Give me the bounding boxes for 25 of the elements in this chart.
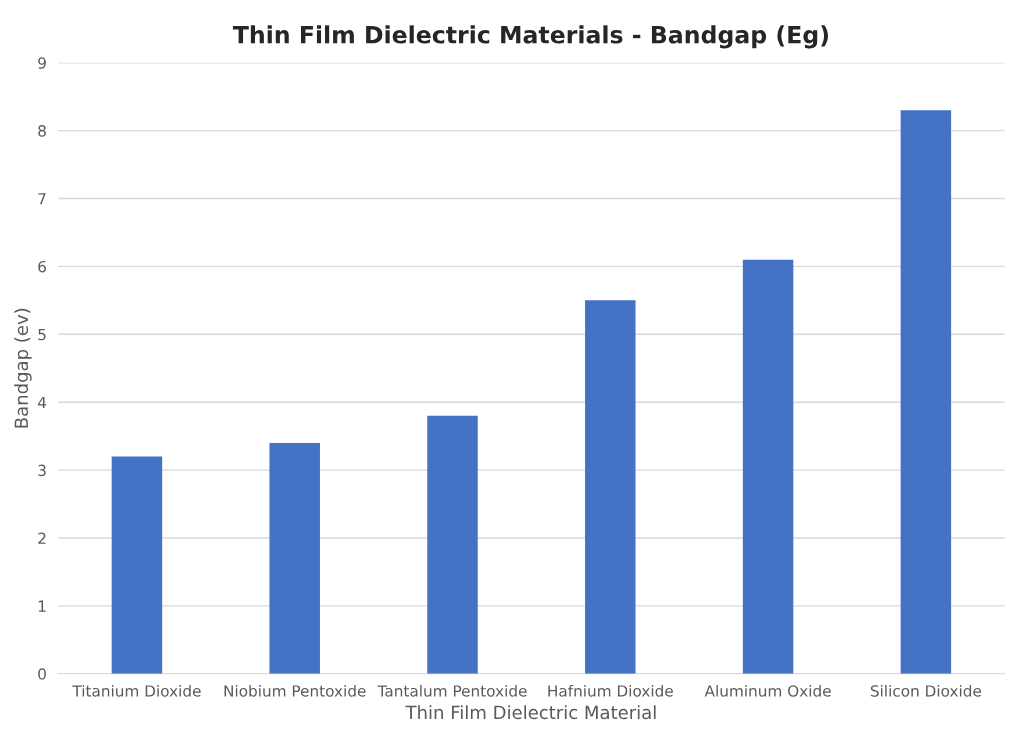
- bar: [427, 415, 478, 674]
- x-tick-label: Tantalum Pentoxide: [377, 684, 527, 697]
- x-tick-label: Aluminum Oxide: [704, 684, 831, 697]
- bar: [585, 300, 636, 674]
- chart-title: Thin Film Dielectric Materials - Bandgap (Eg): [232, 25, 828, 49]
- x-tick-label: Silicon Dioxide: [870, 684, 982, 697]
- bar: [111, 456, 163, 674]
- y-tick-label: 2: [38, 532, 46, 544]
- y-tick-label: 1: [38, 600, 46, 612]
- y-tick-label: 6: [38, 260, 46, 273]
- y-tick-label: 9: [38, 57, 46, 69]
- x-tick-label: Hafnium Dioxide: [548, 684, 673, 697]
- bar: [269, 442, 320, 674]
- y-tick-label: 7: [38, 193, 46, 205]
- y-tick-label: 3: [38, 464, 46, 477]
- y-tick-label: 5: [38, 328, 46, 341]
- x-axis-title: Thin Film Dielectric Material: [405, 705, 656, 720]
- y-tick-label: 0: [38, 668, 46, 680]
- x-tick-label: Niobium Pentoxide: [224, 684, 366, 697]
- x-tick-label: Titanium Dioxide: [72, 684, 201, 697]
- y-tick-label: 8: [38, 125, 46, 137]
- bar: [742, 259, 794, 674]
- bar: [900, 110, 952, 674]
- y-tick-label: 4: [37, 396, 47, 409]
- y-axis-title: Bandgap (ev): [14, 308, 32, 428]
